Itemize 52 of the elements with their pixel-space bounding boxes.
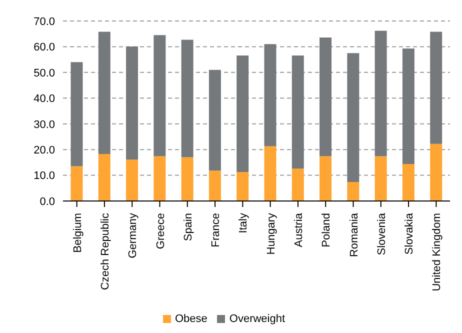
bar — [264, 146, 276, 201]
legend-label: Overweight — [229, 313, 286, 325]
y-tick-label: 60.0 — [34, 42, 55, 54]
x-tick-label: Italy — [238, 212, 250, 234]
bar — [430, 32, 442, 144]
bar — [70, 166, 83, 201]
y-tick-label: 20.0 — [34, 144, 55, 156]
legend-label: Obese — [174, 313, 208, 325]
bar — [292, 168, 304, 201]
x-tick-label: Poland — [320, 213, 333, 248]
bar — [347, 182, 360, 201]
y-tick-label: 30.0 — [34, 118, 55, 131]
x-tick-label: Belgium — [72, 213, 84, 253]
x-tick-label: France — [210, 213, 222, 248]
bar — [374, 30, 387, 156]
bar — [70, 62, 83, 166]
bar — [98, 154, 110, 201]
y-tick-label: 0.0 — [40, 196, 55, 208]
x-tick-label: Czech Republic — [99, 212, 112, 290]
x-tick-label: Slovenia — [376, 212, 388, 256]
bar — [374, 156, 387, 201]
x-tick-label: Hungary — [265, 212, 278, 255]
y-tick-label: 40.0 — [34, 93, 55, 106]
bar — [347, 53, 360, 182]
bar — [181, 40, 194, 158]
bar — [154, 35, 166, 156]
x-tick-label: Spain — [182, 213, 194, 242]
bar — [154, 156, 166, 201]
bar — [98, 32, 110, 154]
bar — [320, 37, 332, 156]
y-tick-label: 50.0 — [34, 67, 55, 80]
bar — [208, 70, 221, 171]
bar — [236, 172, 249, 201]
bar — [292, 55, 304, 169]
y-tick-label: 10.0 — [34, 170, 55, 182]
x-tick-label: Romania — [348, 212, 360, 258]
bar — [126, 160, 138, 201]
x-tick-label: United Kingdom — [431, 213, 444, 292]
bar — [430, 144, 442, 201]
bar — [181, 157, 194, 201]
x-tick-label: Germany — [127, 212, 140, 258]
bar — [126, 46, 138, 160]
bar — [208, 170, 221, 201]
bar — [264, 44, 276, 146]
bar — [320, 156, 332, 201]
x-tick-label: Greece — [154, 213, 167, 250]
bar — [402, 164, 414, 201]
bar — [402, 48, 414, 164]
bar — [236, 55, 249, 172]
x-tick-label: Austria — [292, 212, 305, 248]
y-tick-label: 70.0 — [34, 16, 55, 28]
x-tick-label: Slovakia — [404, 212, 416, 255]
